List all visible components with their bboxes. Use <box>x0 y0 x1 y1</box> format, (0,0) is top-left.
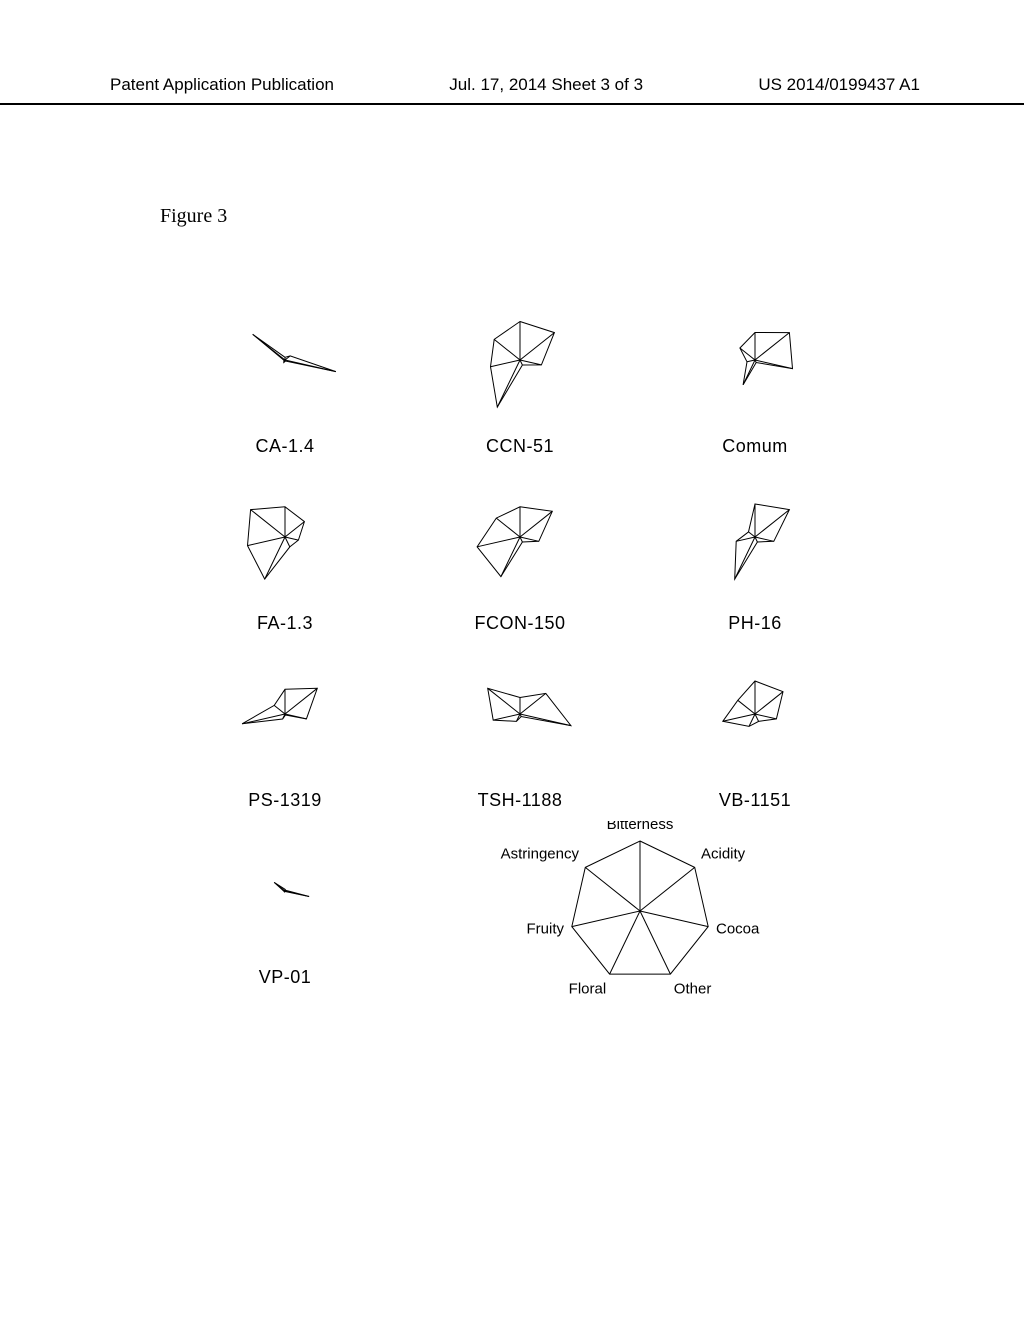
chart-row: VP-01 Bitterness Acidity Cocoa Other Floral F… <box>180 821 860 1011</box>
radar-cell: CA-1.4 <box>180 290 390 457</box>
chart-label: PS-1319 <box>180 790 390 811</box>
date-sheet: Jul. 17, 2014 Sheet 3 of 3 <box>449 75 643 95</box>
chart-label: CCN-51 <box>415 436 625 457</box>
chart-label: FA-1.3 <box>180 613 390 634</box>
chart-label: CA-1.4 <box>180 436 390 457</box>
legend-axis-label: Bitterness <box>607 821 674 833</box>
chart-label: Comum <box>650 436 860 457</box>
chart-row: CA-1.4 CCN-51 Comum <box>180 290 860 457</box>
figure-caption: Figure 3 <box>160 205 227 228</box>
radar-cell: VB-1151 <box>650 644 860 811</box>
legend-axis-label: Astringency <box>501 845 580 862</box>
legend-axis-label: Floral <box>569 980 607 997</box>
chart-row: FA-1.3 FCON-150 PH-16 <box>180 467 860 634</box>
radar-grid: CA-1.4 CCN-51 Comum FA-1.3 FCON-150 PH-1… <box>180 290 860 1021</box>
chart-label: VP-01 <box>180 967 390 988</box>
radar-cell: FA-1.3 <box>180 467 390 634</box>
radar-cell: FCON-150 <box>415 467 625 634</box>
chart-label: TSH-1188 <box>415 790 625 811</box>
chart-row: PS-1319 TSH-1188 VB-1151 <box>180 644 860 811</box>
legend-axis-label: Other <box>674 980 712 997</box>
legend-axis-label: Fruity <box>527 920 565 937</box>
chart-label: FCON-150 <box>415 613 625 634</box>
page-header: Patent Application Publication Jul. 17, … <box>0 75 1024 105</box>
legend-axis-label: Cocoa <box>716 920 760 937</box>
publication-label: Patent Application Publication <box>110 75 334 95</box>
publication-number: US 2014/0199437 A1 <box>758 75 920 95</box>
radar-cell: PH-16 <box>650 467 860 634</box>
legend-axis-label: Acidity <box>701 845 746 862</box>
chart-label: PH-16 <box>650 613 860 634</box>
radar-cell: CCN-51 <box>415 290 625 457</box>
radar-cell: VP-01 <box>180 821 390 1011</box>
legend-cell: Bitterness Acidity Cocoa Other Floral Fruity A… <box>420 821 860 1011</box>
chart-label: VB-1151 <box>650 790 860 811</box>
radar-cell: PS-1319 <box>180 644 390 811</box>
radar-cell: TSH-1188 <box>415 644 625 811</box>
radar-cell: Comum <box>650 290 860 457</box>
legend-radar: Bitterness Acidity Cocoa Other Floral Fruity A… <box>470 821 810 1011</box>
